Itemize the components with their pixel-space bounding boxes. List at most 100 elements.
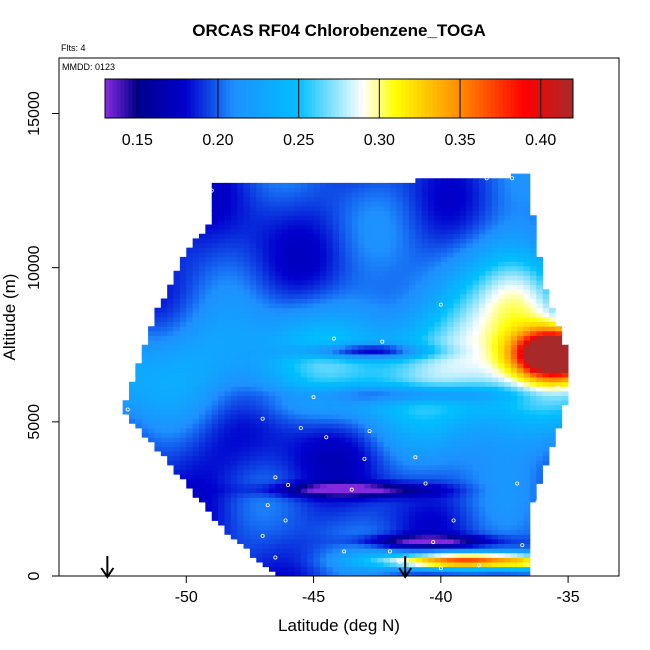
heatmap-cell	[256, 557, 264, 563]
heatmap-cell	[453, 441, 461, 447]
heatmap-cell	[396, 437, 404, 443]
heatmap-cell	[237, 515, 244, 521]
heatmap-cell	[459, 187, 467, 193]
heatmap-cell	[421, 377, 429, 383]
heatmap-cell	[396, 506, 404, 512]
heatmap-cell	[402, 252, 410, 258]
heatmap-cell	[479, 418, 486, 424]
heatmap-cell	[339, 520, 346, 526]
heatmap-cell	[192, 469, 200, 475]
heatmap-cell	[389, 335, 397, 341]
heatmap-cell	[230, 400, 238, 406]
sample-point	[331, 336, 336, 341]
heatmap-cell	[479, 354, 486, 360]
heatmap-cell	[300, 391, 308, 397]
heatmap-cell	[307, 219, 314, 225]
heatmap-cell	[256, 354, 264, 360]
heatmap-cell	[218, 192, 225, 198]
heatmap-cell	[529, 275, 537, 281]
heatmap-cell	[523, 340, 531, 346]
heatmap-cell	[415, 298, 423, 304]
heatmap-cell	[421, 266, 429, 272]
heatmap-cell	[167, 321, 174, 327]
heatmap-cell	[542, 340, 550, 346]
heatmap-cell	[237, 326, 244, 332]
heatmap-cell	[364, 289, 372, 295]
heatmap-cell	[205, 395, 213, 401]
heatmap-cell	[396, 196, 404, 202]
heatmap-cell	[377, 321, 384, 327]
heatmap-cell	[243, 460, 251, 466]
heatmap-cell	[536, 465, 544, 471]
heatmap-cell	[364, 270, 372, 276]
heatmap-cell	[421, 256, 429, 262]
heatmap-cell	[307, 455, 314, 461]
heatmap-cell	[383, 511, 391, 517]
heatmap-cell	[466, 474, 474, 480]
heatmap-cell	[345, 312, 353, 318]
heatmap-cell	[345, 391, 353, 397]
heatmap-cell	[230, 372, 238, 378]
heatmap-cell	[186, 317, 194, 323]
heatmap-cell	[319, 224, 327, 230]
heatmap-cell	[447, 229, 454, 235]
heatmap-cell	[370, 525, 378, 531]
heatmap-cell	[555, 330, 563, 336]
heatmap-cell	[434, 432, 442, 438]
heatmap-cell	[409, 441, 416, 447]
heatmap-cell	[288, 298, 295, 304]
heatmap-cell	[243, 349, 251, 355]
heatmap-cell	[491, 293, 499, 299]
heatmap-cell	[345, 465, 353, 471]
heatmap-cell	[370, 256, 378, 262]
heatmap-cell	[383, 478, 391, 484]
heatmap-cell	[141, 372, 149, 378]
heatmap-cell	[402, 321, 410, 327]
heatmap-cell	[224, 386, 232, 392]
heatmap-cell	[453, 229, 461, 235]
heatmap-cell	[173, 400, 181, 406]
heatmap-cell	[281, 418, 289, 424]
heatmap-cell	[523, 224, 531, 230]
heatmap-cell	[224, 404, 232, 410]
heatmap-cell	[332, 386, 340, 392]
heatmap-cell	[148, 372, 155, 378]
heatmap-cell	[256, 187, 264, 193]
heatmap-cell	[409, 451, 416, 457]
heatmap-cell	[536, 432, 544, 438]
heatmap-cell	[319, 182, 327, 188]
heatmap-cell	[218, 465, 225, 471]
heatmap-cell	[339, 529, 346, 535]
heatmap-cell	[459, 363, 467, 369]
sample-point	[380, 339, 385, 344]
heatmap-cell	[339, 363, 346, 369]
heatmap-cell	[249, 284, 257, 290]
heatmap-cell	[409, 377, 416, 383]
heatmap-cell	[421, 469, 429, 475]
heatmap-cell	[472, 206, 480, 212]
heatmap-cell	[415, 409, 423, 415]
heatmap-cell	[459, 289, 467, 295]
heatmap-cell	[409, 238, 416, 244]
heatmap-cell	[345, 534, 353, 540]
heatmap-cell	[275, 224, 283, 230]
heatmap-cell	[517, 367, 524, 373]
heatmap-cell	[472, 312, 480, 318]
heatmap-cell	[402, 552, 410, 558]
heatmap-cell	[345, 247, 353, 253]
heatmap-cell	[154, 386, 162, 392]
heatmap-cell	[326, 391, 334, 397]
heatmap-cell	[307, 562, 314, 568]
heatmap-cell	[262, 432, 270, 438]
heatmap-cell	[218, 520, 225, 526]
heatmap-cell	[345, 446, 353, 452]
heatmap-cell	[294, 409, 302, 415]
heatmap-cell	[479, 391, 486, 397]
heatmap-cell	[409, 557, 416, 563]
heatmap-cell	[218, 451, 225, 457]
heatmap-cell	[389, 284, 397, 290]
heatmap-cell	[409, 511, 416, 517]
heatmap-cell	[179, 256, 187, 262]
heatmap-cell	[377, 437, 384, 443]
heatmap-cell	[351, 247, 359, 253]
